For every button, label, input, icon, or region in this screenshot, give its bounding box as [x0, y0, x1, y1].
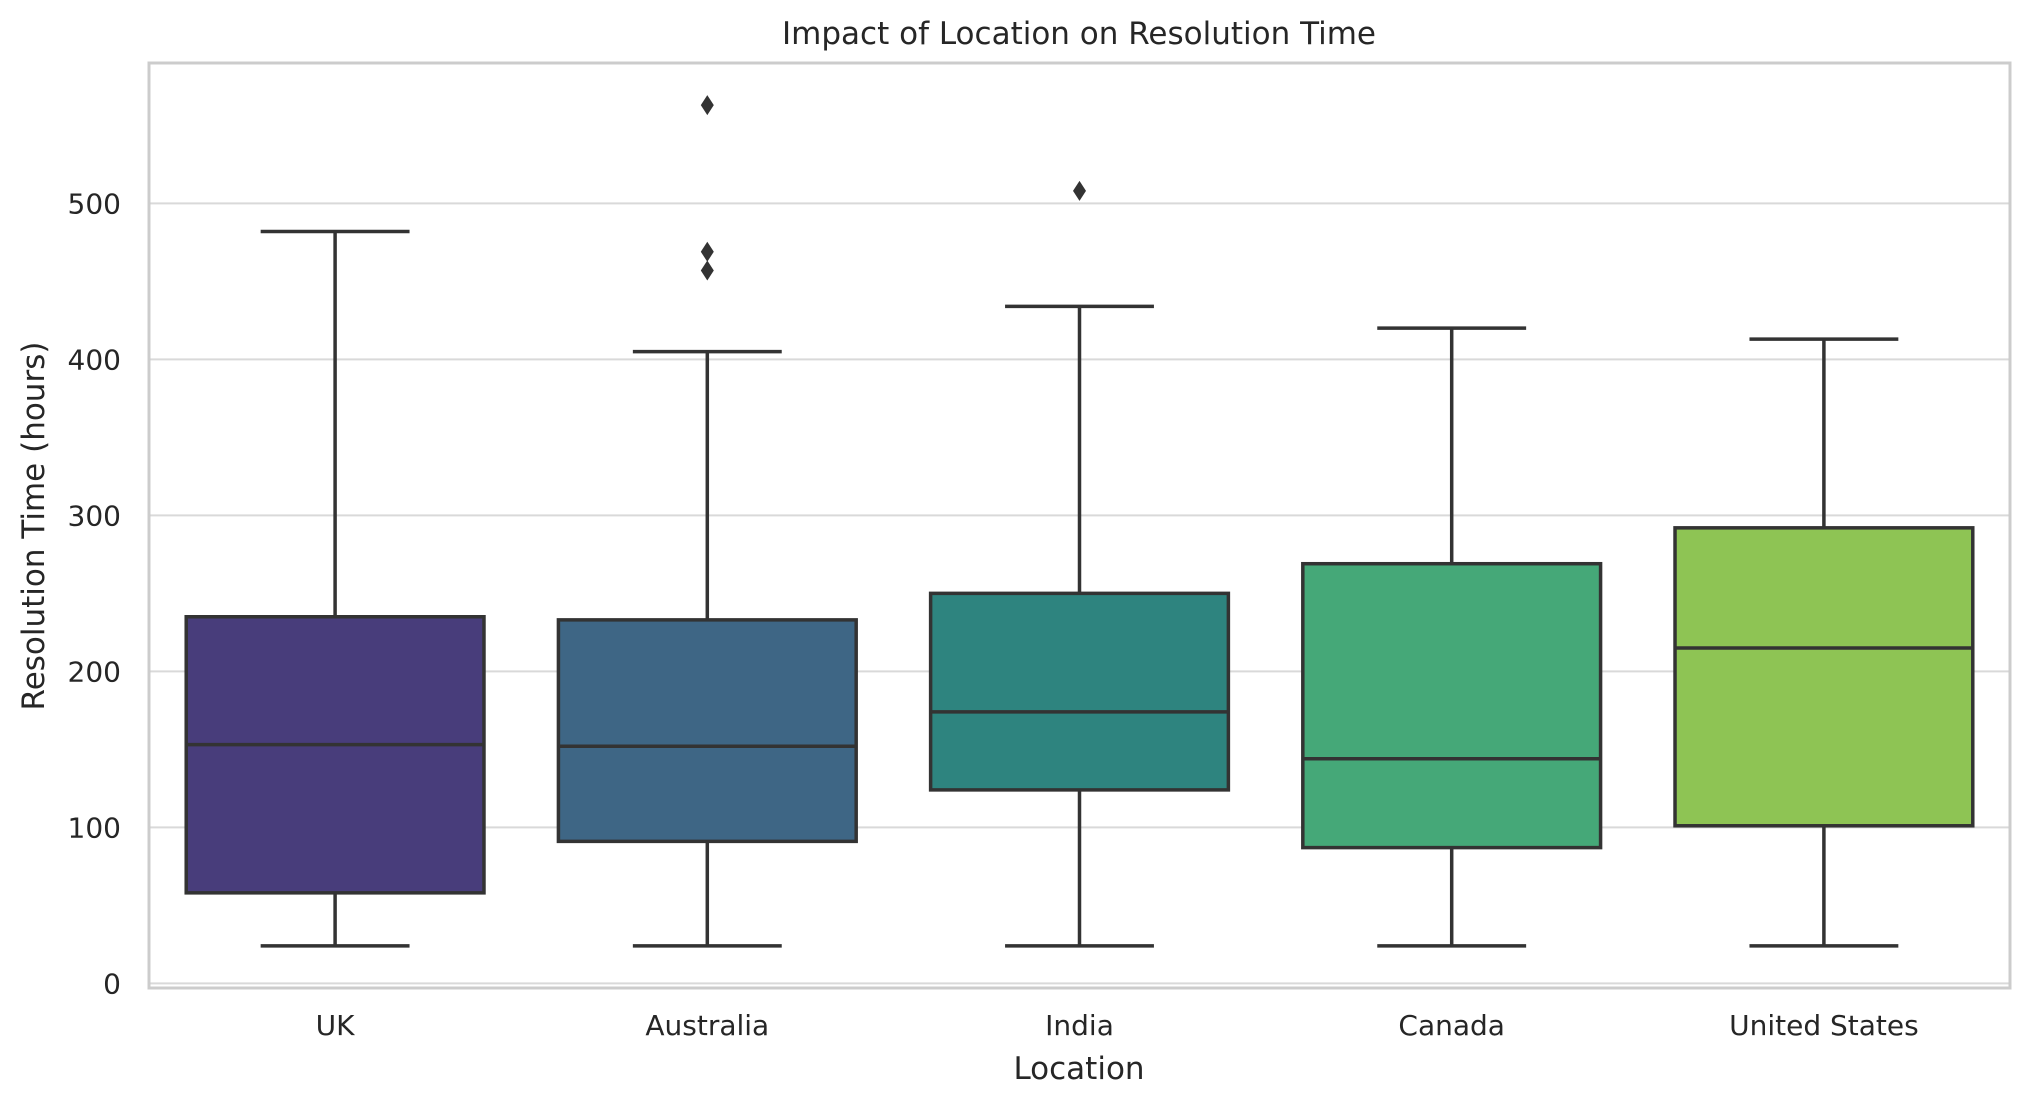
box-group	[928, 180, 1231, 948]
y-tick-label: 300	[68, 499, 121, 532]
x-tick-label: Canada	[1398, 1009, 1505, 1042]
y-tick-label: 400	[68, 343, 121, 376]
x-tick-label: United States	[1729, 1009, 1919, 1042]
y-tick-label: 0	[103, 967, 121, 1000]
x-tick-label: UK	[316, 1009, 355, 1042]
x-axis-label: Location	[1013, 1051, 1144, 1087]
box-group	[1673, 337, 1975, 948]
box-iqr	[928, 591, 1231, 792]
box-iqr	[184, 615, 486, 895]
boxes-layer	[184, 95, 1975, 948]
box-iqr	[1301, 561, 1603, 850]
box-iqr	[1673, 526, 1975, 828]
y-tick-label: 500	[68, 187, 121, 220]
x-tick-labels: UK Australia India Canada United States	[316, 1009, 1919, 1042]
box-group	[556, 95, 858, 948]
plot-frame	[147, 61, 2012, 990]
y-tick-labels: 0 100 200 300 400 500	[68, 187, 121, 1000]
y-tick-label: 200	[68, 655, 121, 688]
chart-title: Impact of Location on Resolution Time	[782, 16, 1376, 52]
outlier-point	[700, 241, 714, 262]
outlier-point	[700, 260, 714, 281]
outlier-point	[700, 95, 714, 116]
box-iqr	[556, 618, 858, 844]
y-axis-label: Resolution Time (hours)	[16, 342, 52, 711]
outlier-point	[1073, 180, 1086, 201]
y-tick-label: 100	[68, 811, 121, 844]
box-group	[184, 229, 486, 948]
x-tick-label: India	[1045, 1009, 1114, 1042]
box-group	[1301, 326, 1603, 948]
x-tick-label: Australia	[645, 1009, 769, 1042]
